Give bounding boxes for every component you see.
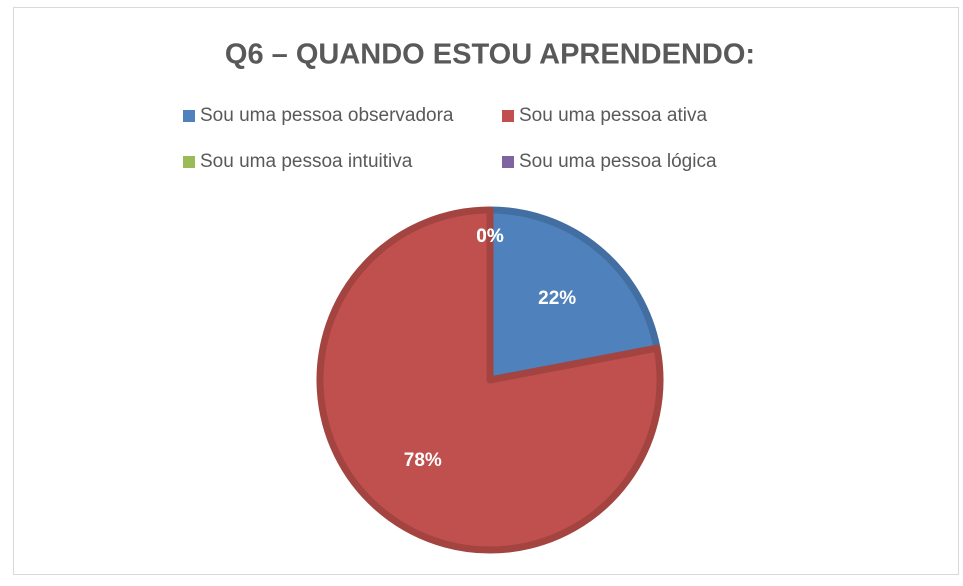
data-label: 0%	[476, 226, 504, 247]
legend-label: Sou uma pessoa observadora	[200, 105, 454, 126]
data-label: 78%	[404, 450, 442, 471]
data-label: 0%	[476, 226, 504, 247]
legend-label: Sou uma pessoa lógica	[519, 151, 717, 172]
chart-title: Q6 – QUANDO ESTOU APRENDENDO:	[225, 39, 755, 71]
pie-slice	[316, 206, 664, 554]
legend-swatch	[502, 156, 514, 168]
legend-swatch	[183, 110, 195, 122]
legend-swatch	[502, 110, 514, 122]
legend-label: Sou uma pessoa ativa	[519, 105, 707, 126]
legend-label: Sou uma pessoa intuitiva	[200, 151, 413, 172]
pie-slice	[486, 206, 661, 384]
data-label: 22%	[538, 288, 576, 309]
legend-swatch	[183, 156, 195, 168]
